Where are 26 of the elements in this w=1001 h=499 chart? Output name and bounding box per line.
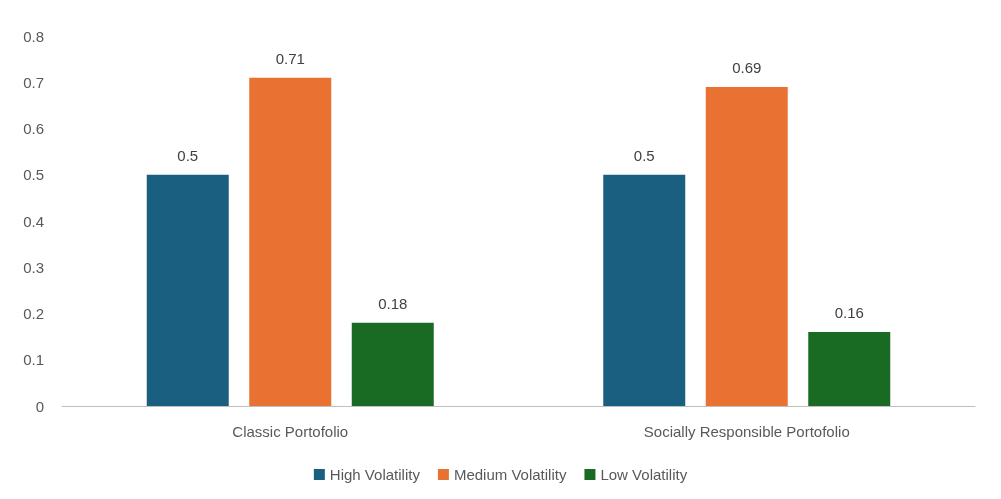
- data-label: 0.5: [177, 146, 199, 164]
- x-tick-label: Socially Responsible Portofolio: [643, 423, 850, 440]
- y-tick-label: 0.2: [23, 305, 44, 322]
- data-label: 0.5: [633, 146, 655, 164]
- bar: [808, 332, 891, 406]
- data-label: 0.69: [732, 58, 762, 76]
- legend-label: High Volatility: [329, 466, 421, 483]
- data-label: 0.71: [275, 49, 305, 67]
- y-tick-label: 0.4: [23, 212, 44, 230]
- y-tick-label: 0.5: [23, 166, 44, 184]
- legend-label: Low Volatility: [600, 466, 688, 483]
- bar: [146, 174, 229, 406]
- data-label: 0.16: [834, 304, 864, 321]
- data-label: 0.18: [378, 294, 408, 312]
- bar: [603, 174, 686, 406]
- bar: [249, 77, 332, 406]
- y-tick-label: 0.1: [23, 351, 44, 369]
- bar: [705, 86, 788, 406]
- y-tick-label: 0: [35, 397, 44, 415]
- y-tick-label: 0.6: [23, 120, 44, 137]
- y-tick-label: 0.3: [23, 258, 44, 276]
- y-tick-label: 0.8: [23, 27, 44, 45]
- y-tick-label: 0.7: [23, 73, 44, 91]
- bar: [351, 322, 434, 406]
- legend-label: Medium Volatility: [453, 466, 567, 483]
- x-tick-label: Classic Portofolio: [232, 423, 349, 440]
